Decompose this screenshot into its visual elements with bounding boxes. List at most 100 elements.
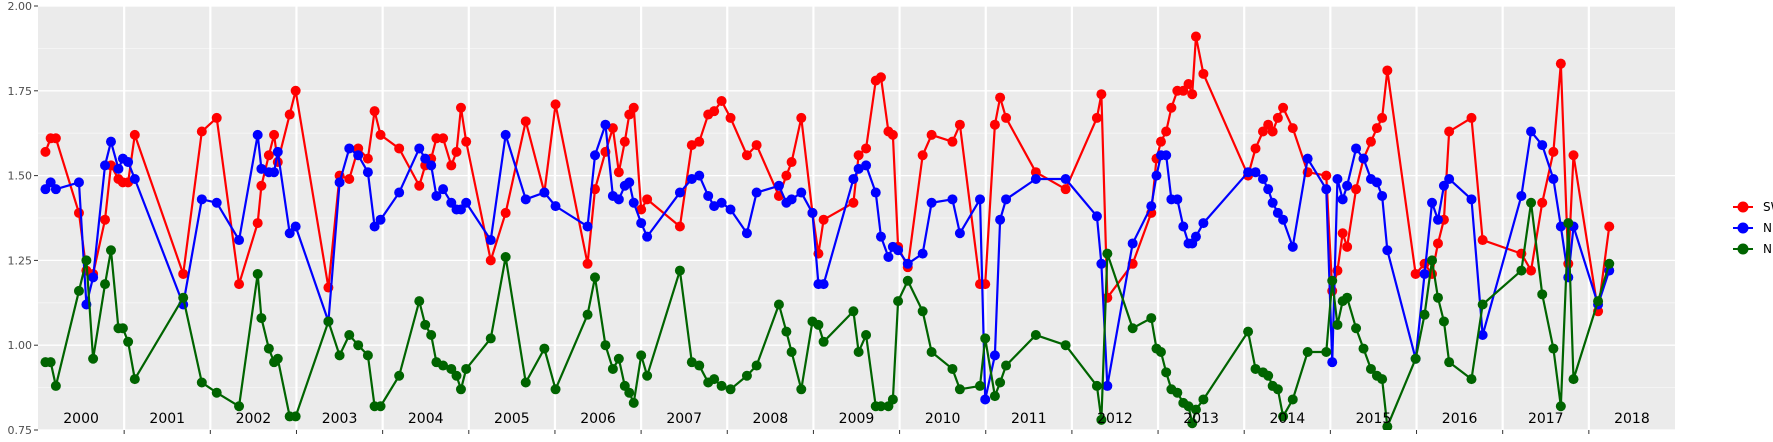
ndvi-point — [1267, 197, 1278, 208]
swir-point — [256, 180, 267, 191]
ndwi-point — [989, 391, 1000, 402]
ndvi-point — [45, 177, 56, 188]
legend: SWIR NDVI NDWI — [1733, 200, 1773, 256]
y-tick-label: 1.00 — [8, 339, 33, 352]
swir-point — [252, 218, 263, 229]
ndvi-point — [550, 201, 561, 212]
ndwi-point — [1272, 384, 1283, 395]
ndvi-point — [917, 248, 928, 259]
swir-point — [414, 180, 425, 191]
ndvi-point — [1257, 173, 1268, 184]
swir-point — [129, 129, 140, 140]
ndvi-point — [807, 207, 818, 218]
ndwi-point — [323, 316, 334, 327]
year-label: 2014 — [1269, 411, 1305, 427]
ndvi-point — [773, 180, 784, 191]
ndvi-point — [1321, 184, 1332, 195]
legend-label-ndvi: NDVI — [1763, 221, 1773, 235]
ndvi-point — [883, 252, 894, 263]
ndwi-point — [105, 245, 116, 256]
swir-point — [394, 143, 405, 154]
ndwi-point — [1127, 323, 1138, 334]
swir-point — [451, 146, 462, 157]
ndwi-point — [628, 397, 639, 408]
swir-point — [1351, 184, 1362, 195]
ndwi-point — [100, 279, 111, 290]
ndvi-point — [520, 194, 531, 205]
ndwi-point — [485, 333, 496, 344]
ndwi-point — [1444, 357, 1455, 368]
ndwi-point — [636, 350, 647, 361]
ndwi-point — [211, 387, 222, 398]
ndwi-point — [252, 268, 263, 279]
ndwi-point — [1287, 394, 1298, 405]
ndvi-point — [751, 187, 762, 198]
year-label: 2006 — [580, 411, 616, 427]
ndvi-point — [893, 245, 904, 256]
ndwi-point — [613, 353, 624, 364]
ndwi-point — [520, 377, 531, 388]
swir-point — [1161, 126, 1172, 137]
ndwi-point — [642, 370, 653, 381]
ndwi-point — [123, 336, 134, 347]
ndwi-point — [716, 380, 727, 391]
ndvi-point — [1272, 207, 1283, 218]
ndvi-point — [369, 221, 380, 232]
ndwi-point — [539, 343, 550, 354]
swir-point — [1272, 112, 1283, 123]
ndwi-point — [590, 272, 601, 283]
swir-point — [989, 119, 1000, 130]
ndwi-point — [1342, 292, 1353, 303]
ndvi-point — [1419, 268, 1430, 279]
year-label: 2012 — [1097, 411, 1133, 427]
ndvi-point — [269, 167, 280, 178]
ndvi-point — [1548, 173, 1559, 184]
ndvi-point — [129, 173, 140, 184]
swir-point — [709, 106, 720, 117]
year-label: 2000 — [63, 411, 99, 427]
swir-point — [1548, 146, 1559, 157]
ndvi-point — [1537, 140, 1548, 151]
year-label: 2011 — [1011, 411, 1047, 427]
swir-point — [786, 157, 797, 168]
swir-point — [520, 116, 531, 127]
ndvi-point — [975, 194, 986, 205]
ndwi-point — [1183, 401, 1194, 412]
ndvi-point — [414, 143, 425, 154]
ndvi-point — [234, 235, 245, 246]
swir-point — [1250, 143, 1261, 154]
ndvi-point — [394, 187, 405, 198]
swir-point — [995, 92, 1006, 103]
ndwi-point — [1243, 326, 1254, 337]
swir-point — [582, 258, 593, 269]
ndwi-point — [796, 384, 807, 395]
year-label: 2008 — [753, 411, 789, 427]
ndvi-point — [455, 204, 466, 215]
legend-key-marker-ndwi — [1737, 243, 1749, 255]
ndvi-point — [818, 279, 829, 290]
swir-point — [263, 150, 274, 161]
swir-point — [1432, 238, 1443, 249]
swir-point — [284, 109, 295, 120]
ndwi-point — [893, 296, 904, 307]
ndvi-point — [1243, 167, 1254, 178]
ndvi-point — [485, 235, 496, 246]
ndvi-point — [686, 173, 697, 184]
year-label: 2015 — [1356, 411, 1392, 427]
ndvi-point — [362, 167, 373, 178]
ndvi-point — [1444, 173, 1455, 184]
ndwi-point — [1358, 343, 1369, 354]
ndvi-point — [636, 218, 647, 229]
ndwi-point — [1263, 370, 1274, 381]
swir-point — [741, 150, 752, 161]
swir-point — [613, 167, 624, 178]
ndvi-point — [1302, 153, 1313, 164]
ndvi-point — [1151, 170, 1162, 181]
ndwi-point — [375, 401, 386, 412]
ndwi-point — [1432, 292, 1443, 303]
ndwi-point — [725, 384, 736, 395]
ndvi-point — [1001, 194, 1012, 205]
ndwi-point — [1096, 414, 1107, 425]
swir-point — [642, 194, 653, 205]
ndwi-point — [263, 343, 274, 354]
